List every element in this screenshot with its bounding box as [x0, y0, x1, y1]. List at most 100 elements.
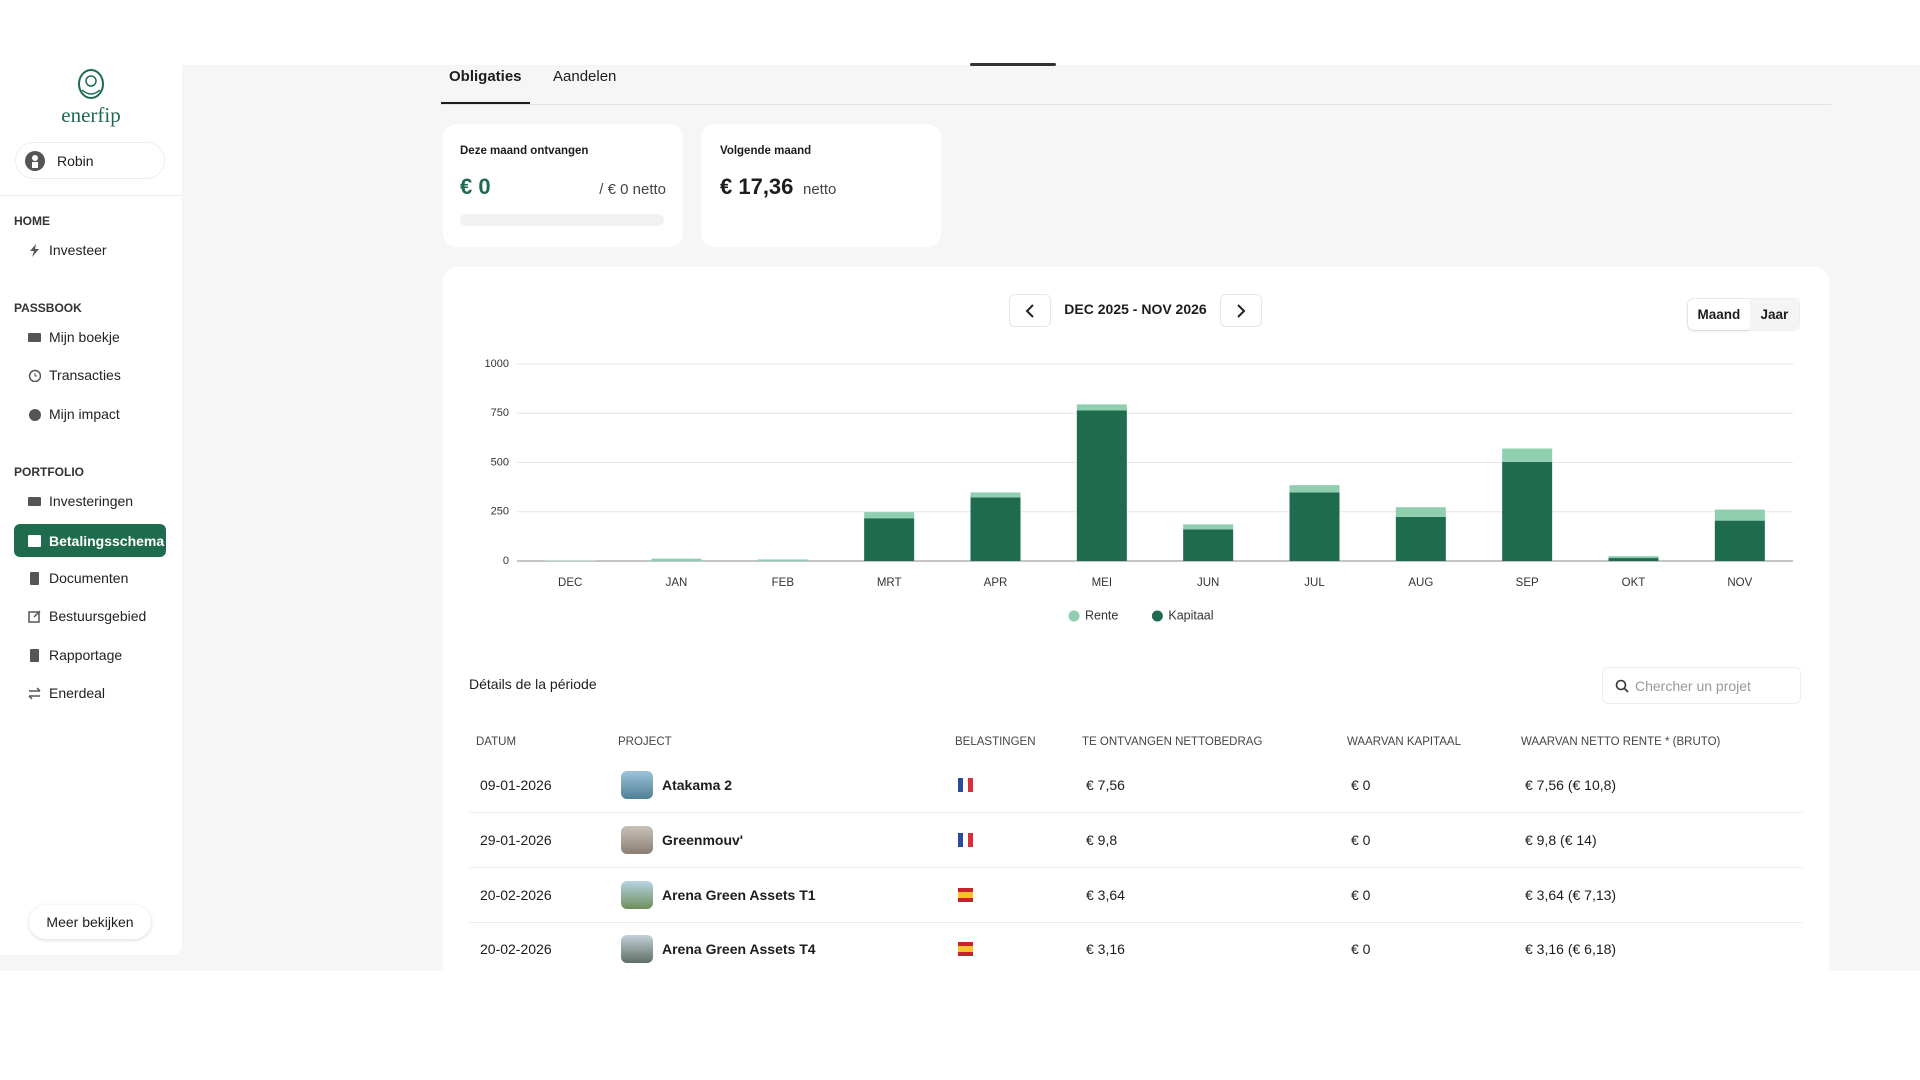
view-toggle: Maand Jaar — [1687, 298, 1800, 331]
tab-underline — [441, 102, 530, 105]
user-name: Robin — [57, 152, 94, 169]
chart: 0 250 500 750 1000 DEC JAN FEB MRT APR MEI JUN JUL AU… — [485, 358, 1793, 622]
tab-active[interactable]: Obligaties — [449, 68, 522, 85]
nav-label: Mijn impact — [49, 406, 120, 422]
scroll-indicator — [970, 63, 1056, 66]
nav-item[interactable]: Documenten — [28, 570, 128, 586]
toggle-option[interactable]: Jaar — [1749, 299, 1799, 330]
icon — [30, 648, 39, 662]
nav-item[interactable]: Mijn impact — [28, 406, 120, 422]
icon — [28, 369, 41, 382]
legend-label: Rente — [1085, 608, 1118, 622]
nav-label: Investeer — [49, 242, 107, 258]
legend-swatch — [1151, 610, 1163, 622]
icon — [28, 535, 41, 547]
tab[interactable]: Aandelen — [553, 68, 617, 85]
chevron-left — [1025, 303, 1034, 318]
bar-segment — [1714, 509, 1765, 521]
card: Volgende maand € 17,36 netto — [701, 124, 941, 247]
card: Deze maand ontvangen € 0 / € 0 netto — [443, 124, 683, 247]
prev-button[interactable] — [1009, 294, 1051, 327]
bar-segment — [1395, 507, 1446, 517]
next-button[interactable] — [1220, 294, 1262, 327]
bar-segment — [1289, 492, 1340, 561]
bar-segment — [1289, 485, 1340, 493]
y-tick-label: 1000 — [485, 358, 509, 370]
icon — [28, 609, 41, 623]
bar-segment — [757, 559, 808, 561]
card-title: Volgende maand — [720, 145, 812, 157]
nav-label: Mijn boekje — [49, 329, 120, 345]
x-tick-label: JUN — [1197, 577, 1219, 589]
nav-item[interactable]: Transacties — [28, 367, 121, 383]
bar-segment — [1714, 520, 1765, 561]
bar-segment — [970, 497, 1021, 561]
bar-segment — [1183, 524, 1234, 530]
sidebar: enerfip Robin HOME Investeer PASSBOOK Mi… — [0, 65, 182, 955]
bar-segment — [1076, 410, 1127, 561]
divider — [0, 195, 182, 196]
nav-item[interactable]: Mijn boekje — [28, 329, 120, 345]
column-header: DATUM — [476, 736, 517, 748]
bar-segment — [1076, 404, 1127, 411]
user-icon — [25, 150, 45, 171]
toggle-option-active[interactable]: Maand — [1688, 299, 1750, 330]
bar-segment — [1608, 558, 1659, 561]
search-icon — [1615, 679, 1629, 693]
bar-segment — [1395, 516, 1446, 561]
x-tick-label: AUG — [1408, 577, 1433, 589]
card-note: / € 0 netto — [599, 181, 666, 198]
x-tick-label: APR — [984, 577, 1008, 589]
nav-item[interactable]: Bestuursgebied — [28, 608, 146, 624]
bar-segment — [1608, 556, 1659, 559]
period-label: DEC 2025 - NOV 2026 — [1064, 301, 1207, 317]
x-tick-label: OKT — [1622, 577, 1646, 589]
nav-label: Bestuursgebied — [49, 608, 147, 624]
nav-label: Transacties — [49, 367, 121, 383]
bar-segment — [1502, 461, 1553, 561]
card-title: Deze maand ontvangen — [460, 145, 589, 157]
column-header: WAARVAN KAPITAAL — [1347, 736, 1461, 748]
icon — [29, 408, 41, 421]
icon — [30, 243, 39, 257]
x-tick-label: MRT — [877, 577, 902, 589]
nav-item[interactable]: Investeer — [28, 242, 107, 258]
details-title: Détails de la période — [469, 676, 597, 692]
icon — [28, 496, 41, 506]
more-button[interactable]: Meer bekijken — [29, 905, 151, 939]
nav-item[interactable]: Enerdeal — [28, 685, 105, 701]
column-header: BELASTINGEN — [955, 736, 1036, 748]
tab-divider — [441, 104, 1831, 105]
nav-item[interactable]: Rapportage — [28, 647, 122, 663]
nav-label: Betalingsschema — [49, 532, 165, 549]
nav-item-active[interactable]: Betalingsschema — [14, 524, 166, 557]
bar-segment — [970, 492, 1021, 498]
nav-label: Investeringen — [49, 493, 134, 509]
nav-label: Rapportage — [49, 647, 123, 663]
icon — [28, 332, 41, 342]
y-tick-label: 500 — [491, 456, 509, 468]
card-amount: € 0 — [460, 174, 491, 199]
chart-panel: DEC 2025 - NOV 2026 Maand Jaar 0 250 500 75… — [443, 267, 1829, 987]
search-placeholder: Chercher un projet — [1635, 677, 1751, 694]
bar-segment — [1502, 448, 1553, 462]
column-header: TE ONTVANGEN NETTOBEDRAG — [1082, 736, 1263, 748]
bottom-area — [0, 971, 1920, 1080]
nav-item[interactable]: Investeringen — [28, 493, 133, 509]
search-box[interactable]: Chercher un projet — [1602, 667, 1801, 704]
x-tick-label: JAN — [666, 577, 688, 589]
nav-label: Documenten — [49, 570, 129, 586]
section-title: PASSBOOK — [14, 301, 82, 315]
nav-label: Enerdeal — [49, 685, 106, 701]
x-tick-label: FEB — [772, 577, 795, 589]
brand: enerfip — [61, 103, 121, 127]
user-pill[interactable]: Robin — [15, 142, 165, 179]
logo-icon — [78, 69, 104, 99]
progress-bar — [460, 214, 664, 226]
bar-segment — [651, 558, 702, 561]
card-note: netto — [803, 181, 837, 198]
bar-segment — [864, 512, 915, 519]
y-tick-label: 750 — [491, 407, 509, 419]
legend-swatch — [1068, 610, 1080, 622]
card-amount: € 17,36 — [720, 174, 794, 199]
